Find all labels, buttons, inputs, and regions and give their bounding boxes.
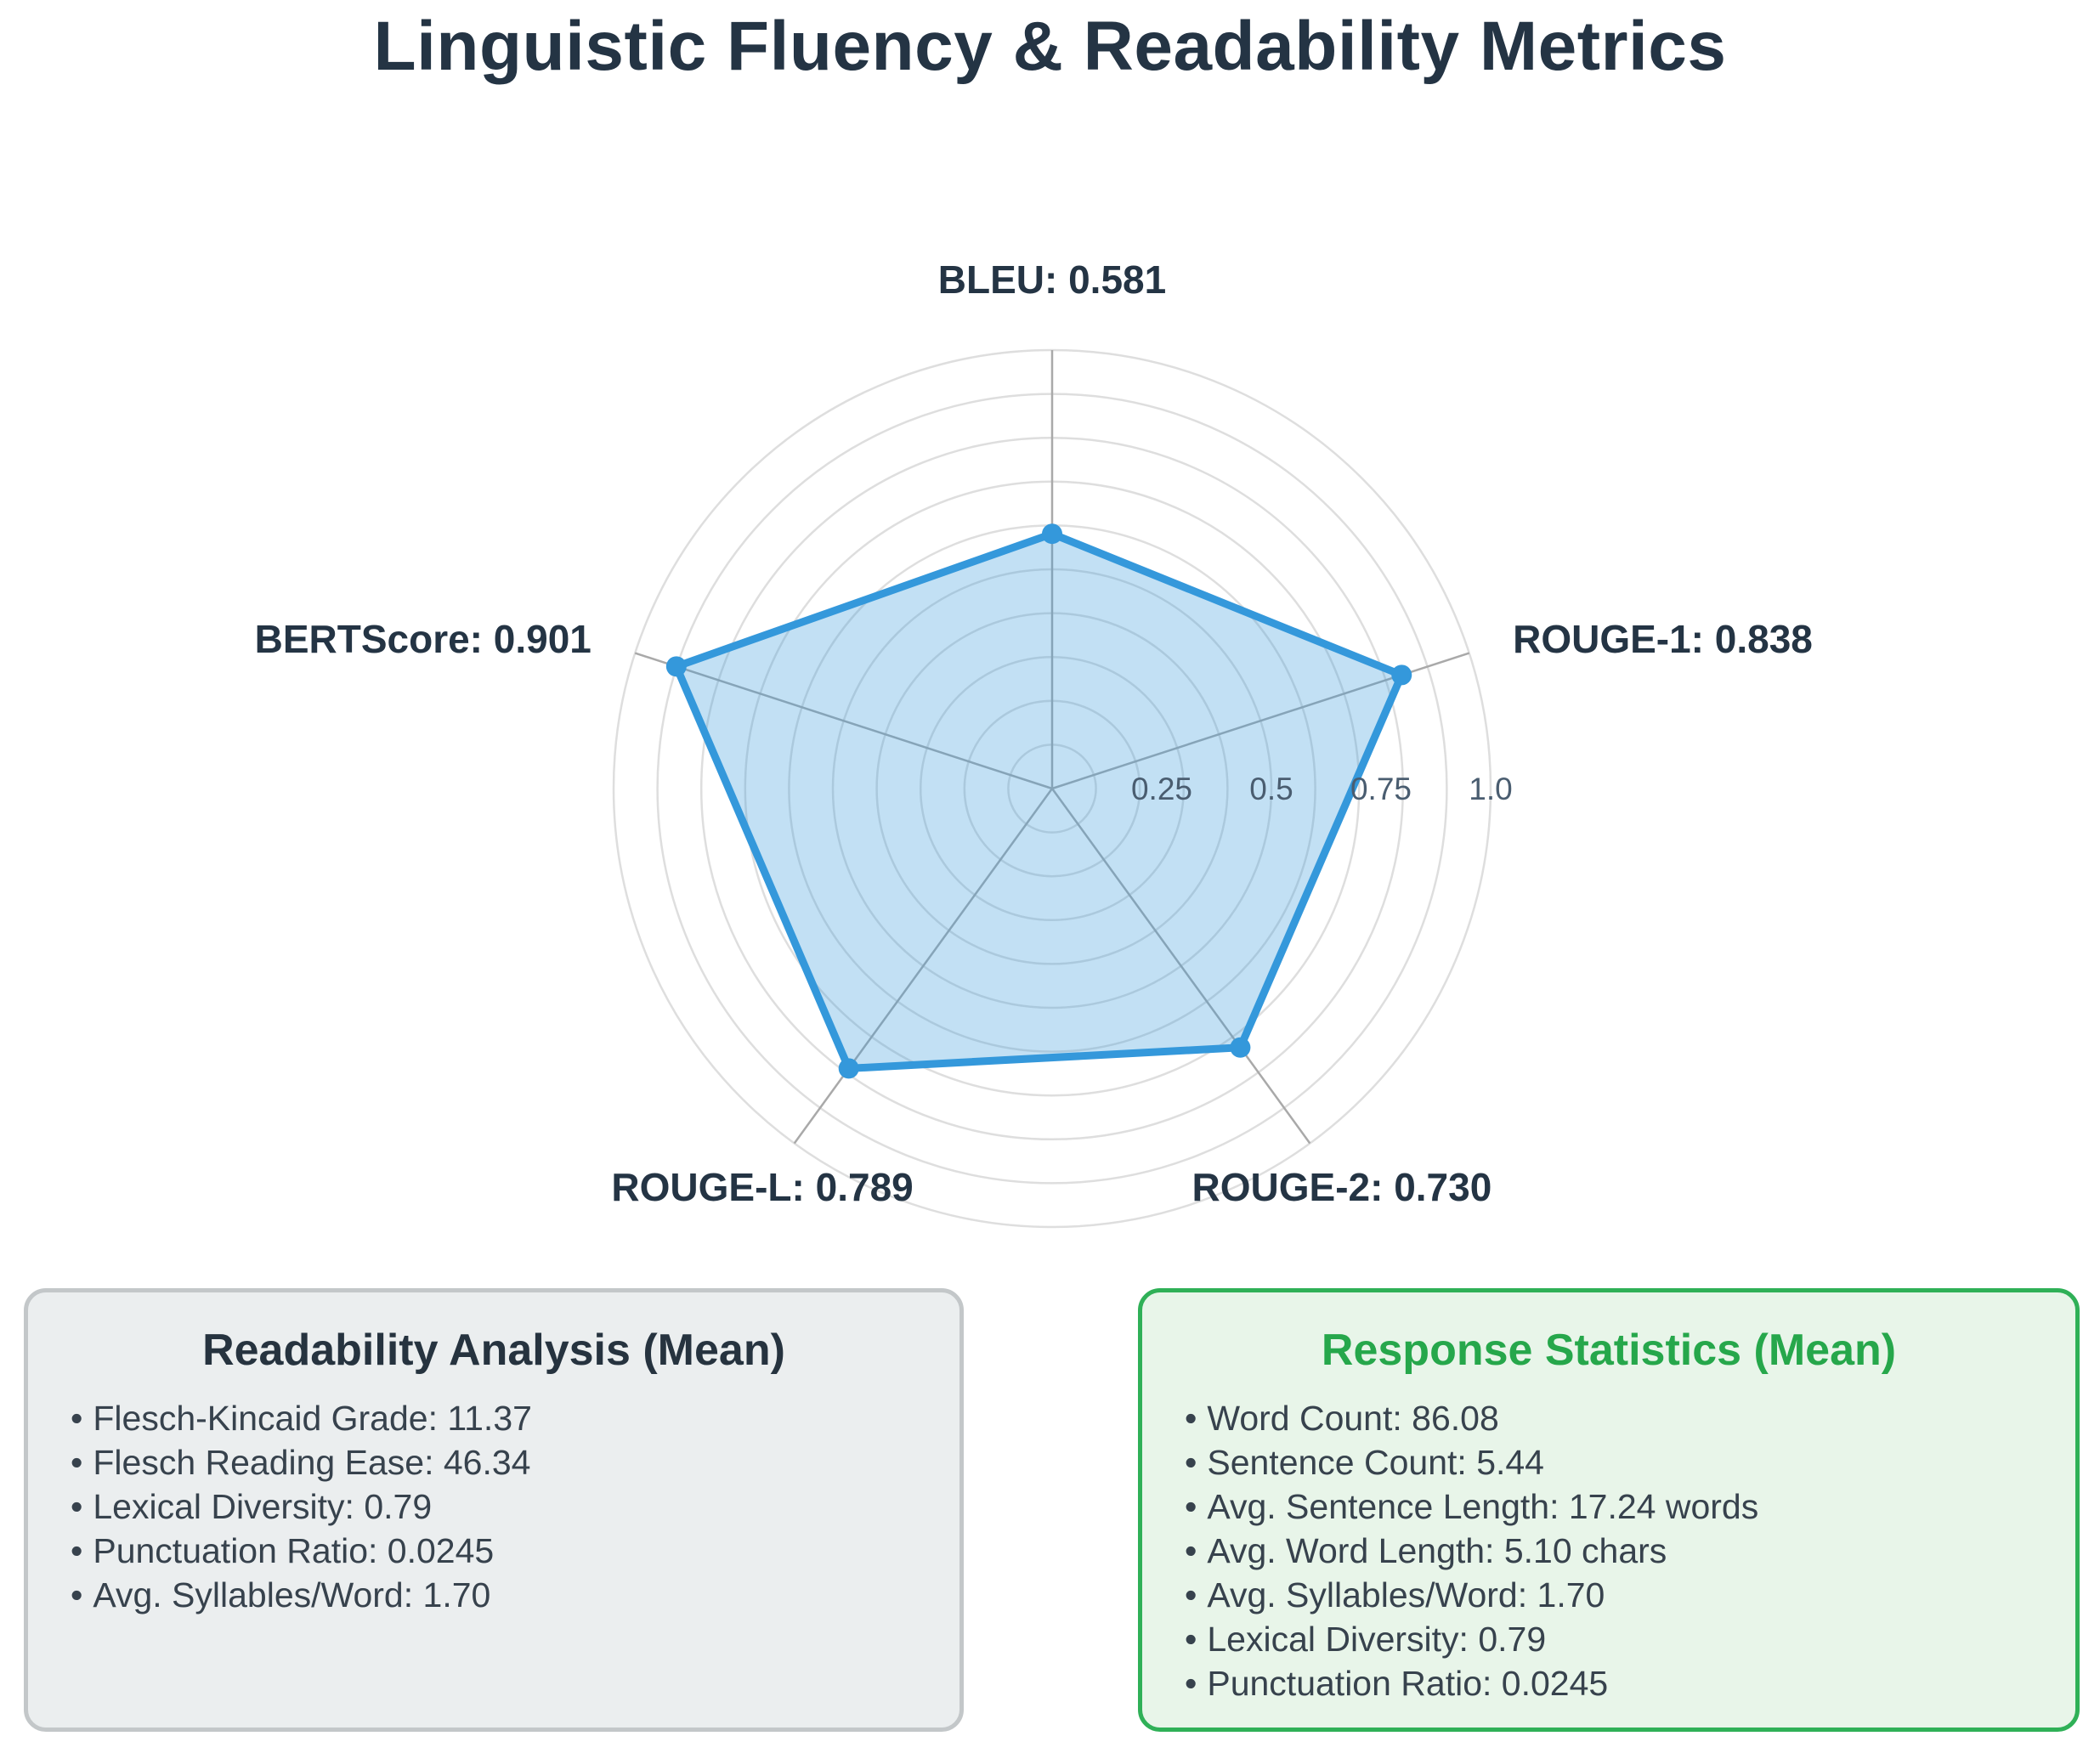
radar-chart: 0.25 0.5 0.75 1.0 BLEU: 0.581 ROUGE-1: 0.838 R… <box>255 257 1813 1229</box>
list-item: Lexical Diversity: 0.79 <box>1185 1617 2033 1661</box>
readability-list: Flesch-Kincaid Grade: 11.37 Flesch Readi… <box>71 1396 917 1617</box>
axis-label: ROUGE-1: 0.838 <box>1513 617 1813 661</box>
response-title: Response Statistics (Mean) <box>1321 1326 1897 1375</box>
axis-spoke <box>1050 788 1311 1145</box>
axis-spoke <box>634 652 1053 790</box>
list-item: Flesch-Kincaid Grade: 11.37 <box>71 1396 917 1440</box>
data-point <box>1230 1037 1251 1058</box>
axis-label: BERTScore: 0.901 <box>255 617 592 661</box>
data-area <box>672 529 1406 1072</box>
list-item: Punctuation Ratio: 0.0245 <box>1185 1661 2033 1705</box>
data-point <box>665 656 687 677</box>
list-item: Sentence Count: 5.44 <box>1185 1440 2033 1484</box>
data-point <box>838 1058 859 1079</box>
axis-label: BLEU: 0.581 <box>938 257 1166 302</box>
radial-tick-label: 1.0 <box>1469 772 1512 806</box>
list-item: Word Count: 86.08 <box>1185 1396 2033 1440</box>
list-item: Lexical Diversity: 0.79 <box>71 1484 917 1529</box>
list-item: Avg. Syllables/Word: 1.70 <box>1185 1573 2033 1617</box>
radial-tick-label: 0.5 <box>1249 772 1293 806</box>
data-point <box>1391 664 1412 686</box>
list-item: Punctuation Ratio: 0.0245 <box>71 1529 917 1573</box>
readability-title: Readability Analysis (Mean) <box>202 1326 785 1375</box>
list-item: Avg. Syllables/Word: 1.70 <box>71 1573 917 1617</box>
readability-panel: Readability Analysis (Mean) Flesch-Kinca… <box>24 1288 964 1732</box>
axis-label: ROUGE-2: 0.730 <box>1192 1165 1492 1209</box>
response-panel: Response Statistics (Mean) Word Count: 8… <box>1138 1288 2080 1732</box>
radial-tick-label: 0.25 <box>1131 772 1192 806</box>
list-item: Flesch Reading Ease: 46.34 <box>71 1440 917 1484</box>
axis-label: ROUGE-L: 0.789 <box>611 1165 913 1209</box>
list-item: Avg. Word Length: 5.10 chars <box>1185 1529 2033 1573</box>
list-item: Avg. Sentence Length: 17.24 words <box>1185 1484 2033 1529</box>
axis-spoke <box>793 788 1054 1145</box>
response-list: Word Count: 86.08 Sentence Count: 5.44 A… <box>1185 1396 2033 1705</box>
page-title: Linguistic Fluency & Readability Metrics <box>373 8 1727 85</box>
data-point <box>1042 523 1062 545</box>
radial-tick-label: 0.75 <box>1350 772 1412 806</box>
